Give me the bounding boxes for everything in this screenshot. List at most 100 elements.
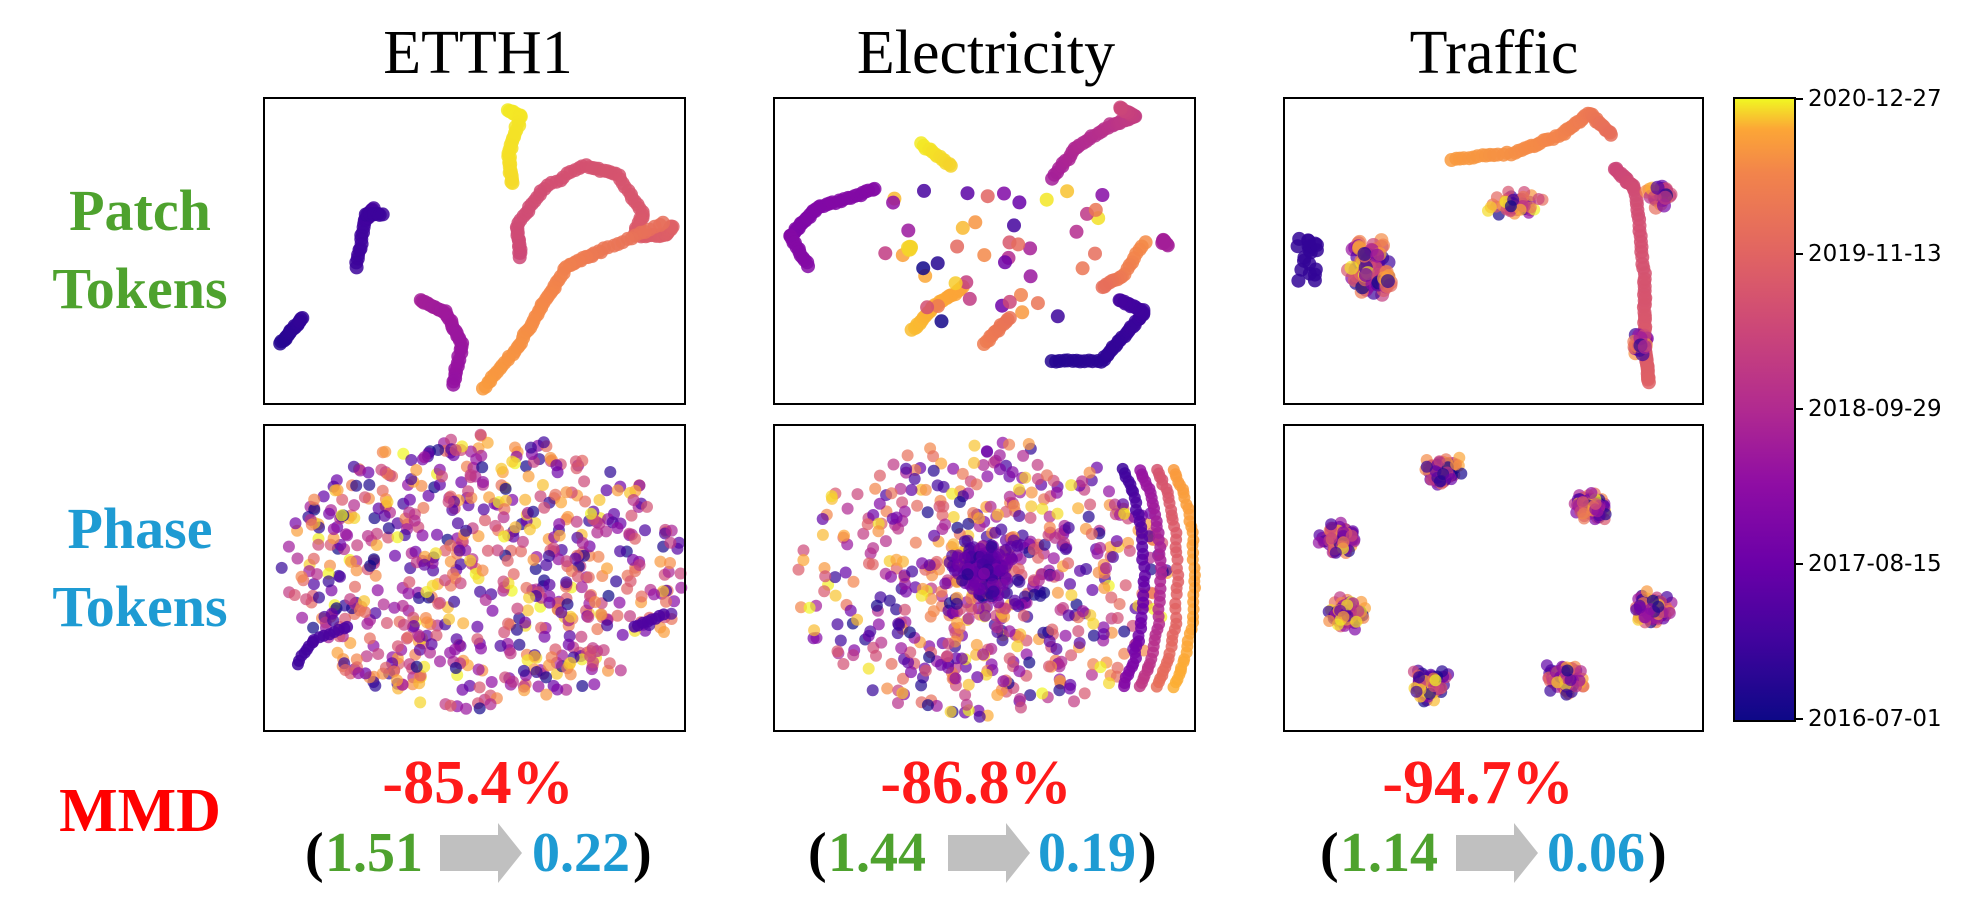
scatter-point: [927, 464, 940, 477]
scatter-point: [1024, 511, 1037, 524]
scatter-point: [664, 557, 676, 569]
scatter-point: [1297, 250, 1312, 265]
scatter-point: [520, 581, 533, 594]
scatter-point: [1068, 695, 1080, 708]
scatter-point: [1076, 605, 1089, 618]
scatter-point: [481, 544, 494, 557]
mmd-values-traffic: ( 1.14 0.06 ): [1320, 818, 1740, 888]
scatter-point: [602, 589, 615, 602]
scatter-point: [1100, 562, 1112, 575]
scatter-point: [1043, 521, 1056, 534]
panel-etth1-phase: [263, 424, 686, 732]
scatter-point: [919, 664, 932, 677]
scatter-point: [325, 584, 338, 597]
scatter-point: [921, 699, 934, 712]
scatter-point: [534, 490, 547, 503]
scatter-point: [1065, 649, 1078, 662]
scatter-point: [916, 261, 931, 276]
scatter-point: [993, 564, 1006, 577]
scatter-point: [997, 186, 1011, 201]
scatter-point: [436, 470, 448, 483]
scatter-point: [1050, 309, 1065, 324]
scatter-point: [543, 596, 556, 609]
scatter-point: [477, 476, 489, 488]
scatter-point: [1023, 269, 1038, 284]
scatter-point: [950, 597, 963, 610]
scatter-point: [517, 664, 530, 677]
scatter-point: [867, 542, 880, 555]
scatter-point: [472, 663, 485, 676]
scatter-point: [1060, 184, 1075, 199]
scatter-point: [931, 299, 945, 313]
scatter-point: [571, 570, 584, 583]
colorbar-tick-label: 2018-09-29: [1808, 396, 1942, 422]
scatter-point: [885, 570, 897, 583]
scatter-point: [449, 643, 462, 656]
scatter-point: [947, 511, 960, 523]
scatter-point: [959, 275, 974, 290]
scatter-point: [1103, 485, 1115, 498]
scatter-point: [1085, 528, 1098, 540]
scatter-point: [801, 259, 815, 274]
scatter-point: [909, 536, 922, 549]
scatter-point: [418, 558, 431, 571]
scatter-point: [540, 671, 553, 684]
scatter-point: [1023, 656, 1036, 669]
scatter-point: [350, 479, 363, 492]
scatter-point: [870, 599, 883, 612]
scatter-point: [401, 631, 414, 644]
scatter-point: [1133, 680, 1146, 693]
scatter-point: [886, 195, 901, 210]
scatter-point: [970, 478, 983, 491]
scatter-point: [1072, 502, 1085, 515]
scatter-point: [451, 517, 464, 530]
scatter-point: [892, 697, 904, 709]
scatter-point: [1031, 458, 1044, 471]
scatter-point: [477, 503, 490, 516]
scatter-point: [545, 651, 558, 664]
scatter-point: [915, 589, 928, 602]
scatter-point: [591, 623, 604, 636]
scatter-point: [454, 558, 467, 571]
scatter-point: [851, 488, 864, 501]
scatter-point: [1052, 569, 1065, 582]
scatter-point: [1561, 664, 1574, 677]
scatter-point: [1110, 535, 1123, 548]
scatter-point: [962, 517, 975, 530]
scatter-point: [593, 494, 606, 506]
scatter-point: [561, 598, 574, 611]
scatter-point: [313, 591, 325, 604]
scatter-point: [1031, 473, 1044, 485]
scatter-point: [1291, 273, 1306, 288]
scatter-point: [410, 660, 423, 673]
scatter-point: [1337, 536, 1350, 549]
scatter-point: [1106, 551, 1119, 563]
scatter-point: [1119, 579, 1132, 592]
scatter-point: [921, 506, 934, 519]
scatter-point: [903, 626, 916, 639]
scatter-point: [869, 482, 882, 495]
scatter-point: [1564, 674, 1577, 686]
scatter-point: [1585, 487, 1598, 499]
scatter-point: [348, 499, 361, 512]
scatter-point: [564, 656, 577, 669]
scatter-point: [625, 509, 638, 522]
scatter-point: [327, 523, 340, 536]
scatter-point: [1059, 629, 1072, 642]
scatter-point: [973, 710, 986, 723]
paren-close: ): [633, 822, 652, 884]
scatter-point: [641, 500, 653, 513]
scatter-point: [295, 311, 310, 325]
scatter-point: [939, 577, 952, 590]
scatter-point: [864, 625, 877, 638]
scatter-point: [895, 642, 908, 655]
scatter-point: [443, 613, 455, 626]
scatter-point: [894, 482, 907, 495]
scatter-point: [1069, 224, 1084, 239]
scatter-point: [616, 628, 629, 641]
scatter-point: [1118, 625, 1131, 638]
scatter-point: [816, 528, 829, 541]
scatter-point: [432, 444, 445, 456]
scatter-point: [925, 592, 938, 605]
scatter-point: [601, 619, 614, 632]
